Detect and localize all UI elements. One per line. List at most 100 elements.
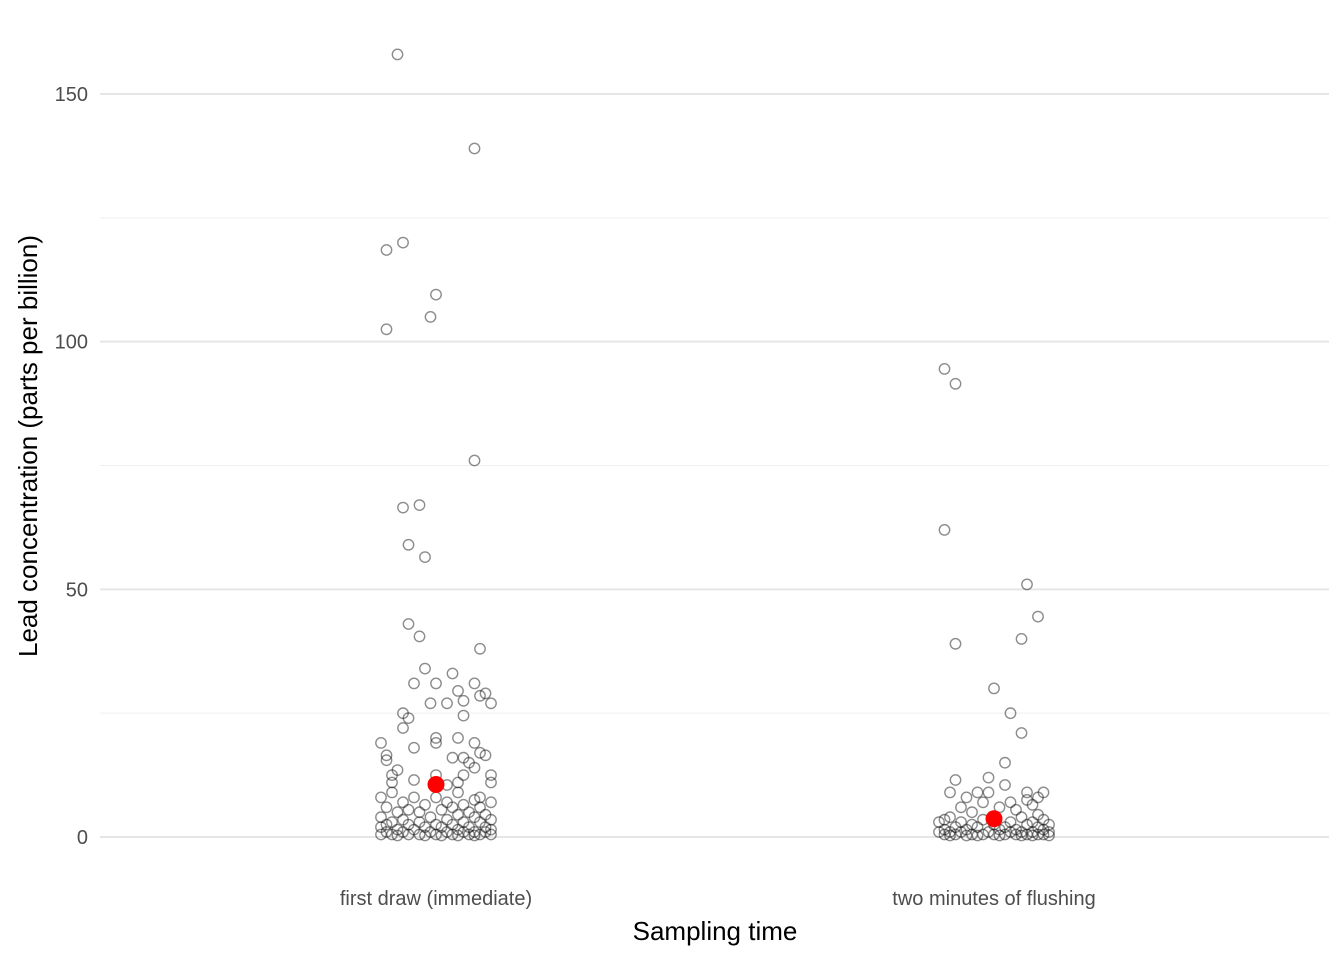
data-point (1010, 828, 1022, 841)
data-point (468, 737, 481, 749)
data-point (380, 818, 393, 831)
data-point (457, 798, 470, 811)
data-point (999, 828, 1011, 841)
data-point (1021, 794, 1033, 806)
y-axis-tick-labels: 0 50 100 150 (55, 84, 88, 849)
data-point (474, 746, 486, 759)
data-point (441, 697, 453, 710)
data-point (430, 732, 442, 744)
data-point (468, 454, 481, 467)
data-point (413, 816, 426, 828)
data-point (446, 667, 459, 680)
data-point (435, 821, 448, 833)
data-point (386, 816, 398, 828)
data-point (1026, 826, 1039, 838)
data-point (441, 826, 453, 838)
data-point (1037, 786, 1050, 799)
data-point (474, 816, 486, 828)
data-point (1015, 633, 1028, 645)
data-point (1004, 796, 1017, 809)
data-point (430, 737, 442, 749)
data-point (380, 323, 393, 336)
data-point (397, 722, 409, 734)
data-point (452, 808, 464, 821)
data-point (933, 816, 945, 828)
data-point (424, 811, 437, 824)
data-point (457, 826, 470, 838)
data-point (430, 677, 442, 690)
data-point (457, 694, 470, 707)
data-point (1032, 828, 1044, 841)
data-point (474, 642, 486, 655)
data-point (468, 811, 481, 824)
data-point (938, 524, 951, 536)
data-point (468, 794, 481, 806)
data-point (435, 803, 448, 816)
data-point (402, 828, 415, 841)
mean-point (985, 810, 1003, 828)
data-point (446, 828, 459, 841)
data-point (955, 801, 967, 814)
data-point (474, 791, 486, 804)
data-point (446, 818, 459, 831)
data-point (408, 741, 420, 754)
data-point (463, 821, 475, 833)
data-point (982, 771, 995, 784)
data-point (397, 826, 409, 838)
data-point (380, 826, 393, 838)
data-point (479, 687, 492, 700)
data-point (463, 756, 475, 769)
data-point (430, 828, 442, 841)
data-point (446, 751, 459, 764)
data-point (452, 776, 464, 789)
data-point (413, 499, 426, 511)
data-point (424, 697, 437, 710)
data-point (955, 826, 967, 838)
data-point (463, 828, 475, 841)
data-point (424, 826, 437, 838)
data-point (479, 826, 492, 838)
data-point (1015, 826, 1028, 838)
data-point (391, 48, 404, 61)
data-point (430, 818, 442, 831)
data-point (977, 796, 989, 809)
data-point (955, 816, 967, 828)
y-axis-title: Lead concentration (parts per billion) (13, 235, 43, 657)
data-point (452, 685, 464, 697)
data-point (375, 811, 387, 824)
data-point (1004, 707, 1017, 720)
data-point (938, 362, 951, 375)
data-point (944, 826, 956, 838)
data-point (1026, 816, 1039, 828)
x-axis-tick-labels: first draw (immediate) two minutes of flu… (340, 888, 1096, 910)
data-point (1032, 808, 1044, 821)
data-point (960, 829, 973, 842)
data-point (949, 821, 962, 833)
data-point (1010, 823, 1022, 836)
data-point (1004, 826, 1017, 838)
y-tick-label: 100 (55, 332, 88, 354)
data-point (446, 801, 459, 814)
data-point (971, 821, 984, 833)
data-point (413, 806, 426, 819)
data-point (966, 828, 978, 841)
data-point (993, 829, 1006, 842)
data-point (485, 813, 497, 826)
data-point (386, 776, 398, 789)
data-point (479, 821, 492, 833)
data-points (375, 48, 1055, 842)
x-axis-title: Sampling time (633, 916, 798, 946)
data-point (402, 618, 415, 630)
data-point (413, 828, 426, 841)
data-point (999, 821, 1011, 833)
data-point (944, 829, 956, 842)
data-point (1021, 818, 1033, 831)
data-point (397, 501, 409, 514)
y-tick-label: 150 (55, 84, 88, 106)
data-point (408, 677, 420, 690)
data-point (435, 829, 448, 842)
data-point (391, 829, 404, 842)
data-point (485, 796, 497, 809)
data-point (1032, 610, 1044, 623)
data-point (468, 829, 481, 842)
